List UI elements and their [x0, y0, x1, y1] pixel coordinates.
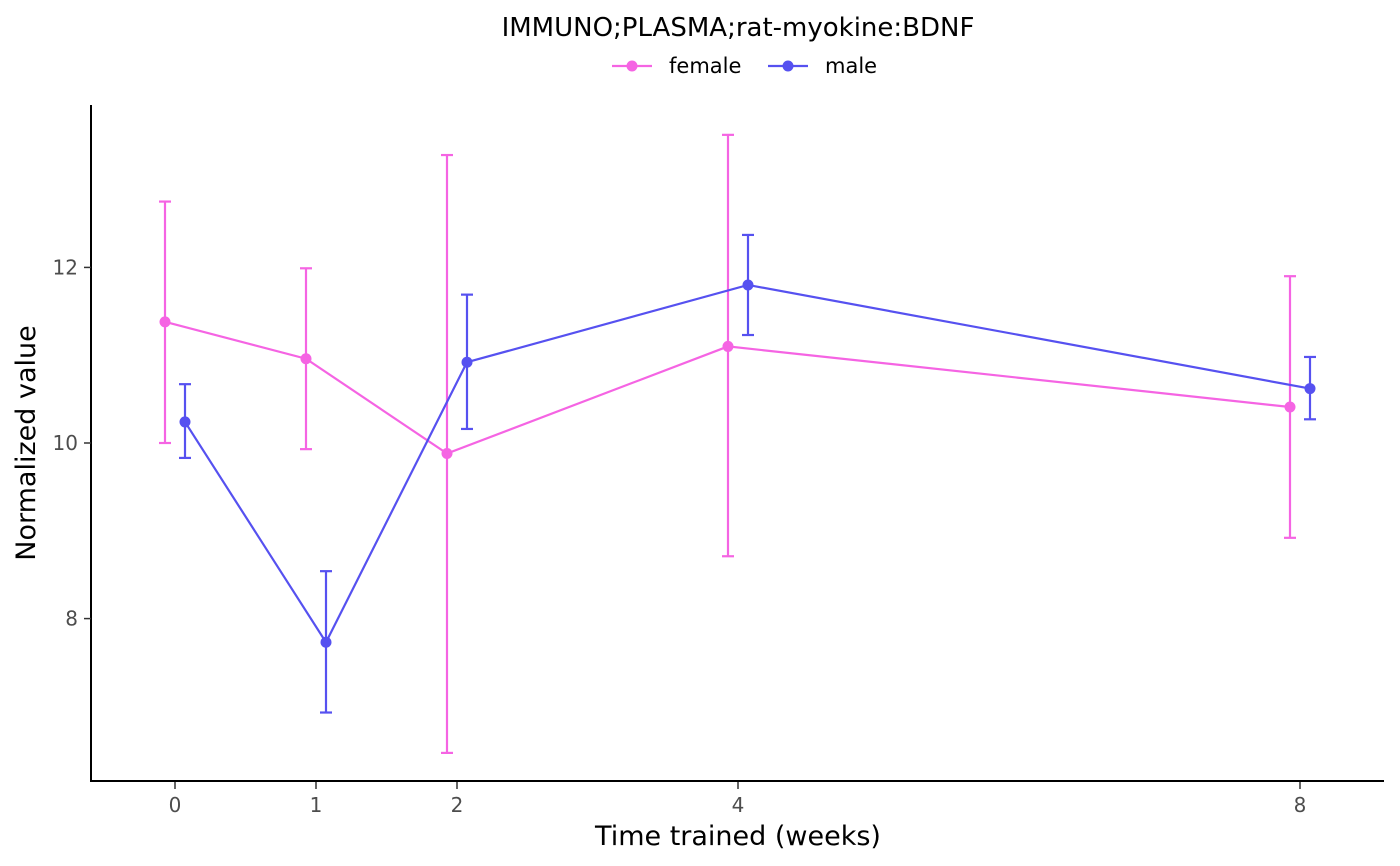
data-point-male [1304, 383, 1316, 395]
data-point-male [742, 279, 754, 291]
x-ticks: 0 1 2 4 8 [169, 782, 1307, 817]
data-point-female [1284, 401, 1296, 413]
x-tick-label: 4 [732, 793, 745, 817]
data-point-male [461, 356, 473, 368]
y-tick-label: 10 [53, 431, 78, 455]
legend-key-point-female [626, 60, 638, 72]
x-tick-label: 1 [310, 793, 323, 817]
x-tick-label: 8 [1294, 793, 1307, 817]
series-line-male [184, 283, 1311, 645]
y-ticks: 8 10 12 [53, 255, 91, 631]
legend-label-male: male [825, 54, 877, 78]
y-tick-label: 8 [65, 607, 78, 631]
y-axis-title: Normalized value [11, 325, 42, 560]
data-point-female [722, 340, 734, 352]
x-tick-label: 2 [451, 793, 464, 817]
y-tick-label: 12 [53, 255, 78, 279]
data-point-female [300, 353, 312, 365]
legend-label-female: female [669, 54, 741, 78]
x-axis-title: Time trained (weeks) [594, 821, 881, 852]
plot-area [159, 133, 1316, 755]
data-point-female [159, 316, 171, 328]
data-point-female [441, 448, 453, 460]
data-point-male [320, 636, 332, 648]
data-point-male [179, 416, 191, 428]
legend-key-point-male [782, 60, 794, 72]
chart-title: IMMUNO;PLASMA;rat-myokine:BDNF [502, 13, 975, 43]
x-tick-label: 0 [169, 793, 182, 817]
legend: female male [612, 54, 877, 78]
